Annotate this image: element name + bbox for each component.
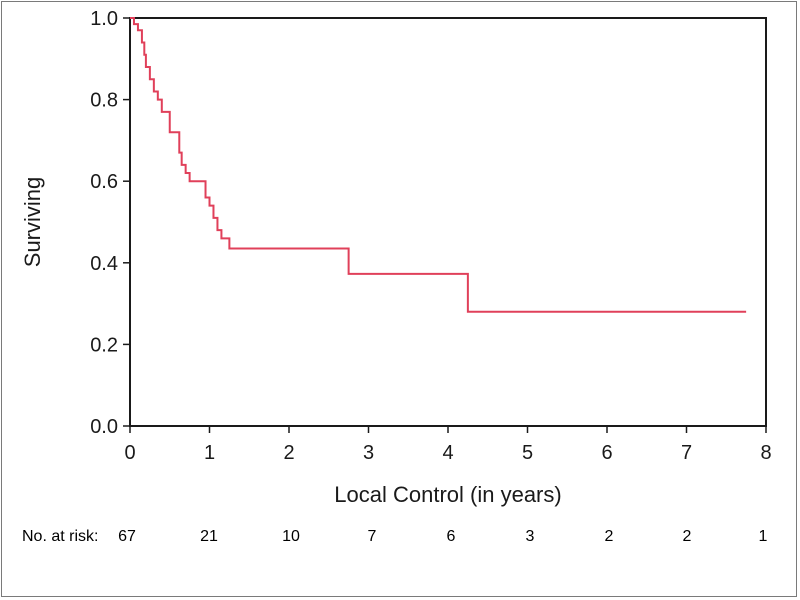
x-tick-label: 0: [124, 442, 135, 464]
x-axis-title: Local Control (in years): [334, 482, 561, 507]
risk-count: 2: [683, 528, 692, 545]
x-tick-label: 5: [522, 442, 533, 464]
y-tick-label: 0.2: [90, 334, 118, 356]
survival-curve: [130, 17, 747, 313]
y-tick-label: 1.0: [90, 8, 118, 30]
risk-count: 21: [200, 528, 218, 545]
x-tick-label: 8: [760, 442, 771, 464]
y-axis-title: Surviving: [20, 177, 45, 267]
y-tick-label: 0.6: [90, 171, 118, 193]
risk-count: 2: [605, 528, 614, 545]
x-tick-label: 6: [601, 442, 612, 464]
risk-count: 3: [526, 528, 535, 545]
y-tick-label: 0.4: [90, 253, 118, 275]
risk-table-label: No. at risk:: [22, 528, 98, 545]
x-tick-label: 3: [363, 442, 374, 464]
risk-count: 10: [282, 528, 300, 545]
risk-count: 1: [759, 528, 768, 545]
x-tick-label: 1: [204, 442, 215, 464]
risk-count: 7: [368, 528, 377, 545]
x-tick-label: 7: [681, 442, 692, 464]
y-tick-label: 0.8: [90, 90, 118, 112]
risk-count: 6: [447, 528, 456, 545]
risk-count: 67: [118, 528, 136, 545]
plot-area-border: [129, 17, 767, 427]
x-tick-label: 2: [283, 442, 294, 464]
x-tick-label: 4: [442, 442, 453, 464]
y-tick-label: 0.0: [90, 416, 118, 438]
